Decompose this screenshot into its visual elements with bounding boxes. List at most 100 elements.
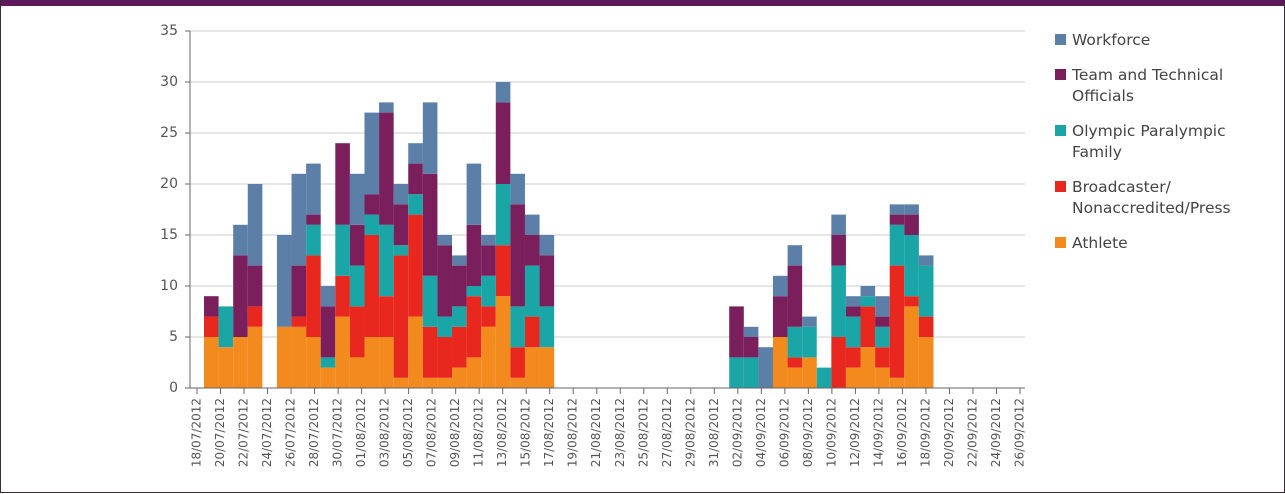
bar-segment	[408, 163, 423, 195]
bar-segment	[364, 214, 380, 235]
bar-segment	[845, 367, 861, 388]
bar-segment	[306, 163, 321, 215]
bar-segment	[524, 347, 540, 388]
bar-segment	[875, 326, 890, 348]
bar-segment	[422, 377, 438, 388]
bar-segment	[408, 214, 423, 317]
bar-segment	[831, 235, 846, 266]
bar-segment	[320, 306, 336, 358]
bar-segment	[875, 316, 890, 327]
x-tick-label: 14/09/2012	[871, 398, 885, 467]
bar-segment	[364, 112, 380, 195]
x-tick-label: 01/08/2012	[354, 398, 368, 467]
y-tick-label: 25	[160, 125, 178, 141]
bar-segment	[510, 306, 525, 348]
bar-segment	[481, 235, 496, 246]
x-tick-label: 31/08/2012	[707, 398, 721, 467]
x-tick-label: 05/08/2012	[401, 398, 415, 467]
bar-segment	[495, 102, 511, 184]
bar-segment	[845, 347, 861, 368]
x-tick-label: 07/08/2012	[425, 398, 439, 467]
bar-segment	[218, 306, 234, 348]
bar-segment	[437, 245, 453, 317]
bar-segment	[379, 296, 394, 337]
bar-segment	[875, 347, 890, 368]
bar-segment	[889, 204, 905, 215]
bar-segment	[247, 326, 263, 388]
bar-segment	[204, 316, 219, 337]
bar-segment	[758, 347, 773, 388]
bar-segment	[452, 326, 467, 368]
x-tick-label: 22/09/2012	[965, 398, 979, 467]
legend-swatch	[1055, 34, 1066, 45]
bar-segment	[335, 224, 350, 276]
bar-segment	[524, 316, 540, 348]
bar-segment	[889, 377, 905, 388]
bar-segment	[918, 265, 934, 317]
x-tick-label: 26/07/2012	[284, 398, 298, 467]
bar-segment	[831, 337, 846, 388]
bar-segment	[904, 214, 919, 235]
x-tick-label: 13/08/2012	[495, 398, 509, 467]
bar-segment	[860, 286, 876, 297]
bar-segment	[845, 316, 861, 348]
x-tick-label: 20/09/2012	[942, 398, 956, 467]
bar-segment	[524, 235, 540, 266]
legend-swatch	[1055, 69, 1066, 80]
legend-label: Broadcaster/ Nonaccredited/Press	[1072, 178, 1231, 217]
bar-segment	[904, 296, 919, 307]
x-tick-label: 17/08/2012	[542, 398, 556, 467]
bar-segment	[276, 326, 292, 388]
bar-segment	[393, 377, 409, 388]
bar-segment	[918, 255, 934, 266]
bar-segment	[422, 275, 438, 327]
bar-segment	[306, 255, 321, 337]
x-tick-label: 30/07/2012	[331, 398, 345, 467]
top-band	[0, 0, 1285, 6]
bar-segment	[787, 357, 803, 368]
bar-segment	[495, 82, 511, 103]
legend-label: Workforce	[1072, 31, 1151, 49]
bar-segment	[466, 286, 482, 297]
bar-segment	[320, 367, 336, 388]
bar-segment	[393, 255, 409, 378]
bar-segment	[743, 357, 759, 388]
bar-segment	[349, 306, 365, 358]
bar-segment	[904, 306, 919, 388]
x-tick-label: 18/09/2012	[918, 398, 932, 467]
bar-segment	[408, 194, 423, 215]
bar-segment	[539, 306, 555, 348]
legend-item: Workforce	[1055, 30, 1280, 51]
y-tick-label: 35	[160, 23, 178, 39]
bar-segment	[276, 235, 292, 327]
bar-segment	[831, 214, 846, 235]
legend-item: Broadcaster/ Nonaccredited/Press	[1055, 177, 1280, 219]
bar-segment	[495, 296, 511, 388]
legend: Workforce Team and Technical Officials Oly…	[1055, 30, 1280, 268]
bar-segment	[495, 184, 511, 246]
bar-segment	[539, 347, 555, 388]
bar-segment	[539, 235, 555, 256]
bar-segment	[510, 347, 525, 378]
bar-segment	[422, 173, 438, 276]
x-tick-label: 11/08/2012	[472, 398, 486, 467]
bar-segment	[539, 255, 555, 307]
x-tick-label: 16/09/2012	[895, 398, 909, 467]
bar-segment	[466, 296, 482, 358]
bar-segment	[364, 194, 380, 215]
bar-segment	[247, 265, 263, 307]
bar-segment	[408, 143, 423, 164]
bar-segment	[452, 265, 467, 307]
bar-segment	[422, 326, 438, 378]
bar-segment	[452, 306, 467, 327]
bar-segment	[349, 224, 365, 266]
bar-segment	[437, 316, 453, 337]
bar-segment	[452, 255, 467, 266]
bar-segment	[291, 173, 307, 266]
x-tick-label: 21/08/2012	[589, 398, 603, 467]
legend-item: Team and Technical Officials	[1055, 65, 1280, 107]
x-tick-label: 29/08/2012	[683, 398, 697, 467]
bar-segment	[904, 235, 919, 297]
x-tick-label: 02/09/2012	[730, 398, 744, 467]
